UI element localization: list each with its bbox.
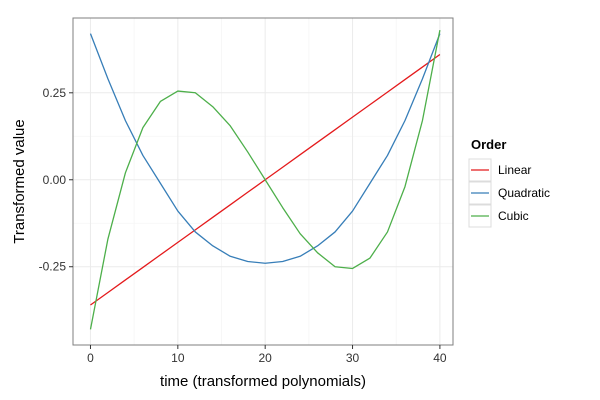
x-tick-label: 20 (259, 351, 273, 365)
x-axis-title: time (transformed polynomials) (160, 373, 366, 390)
legend: Order Linear Quadratic Cubic (468, 137, 550, 228)
x-tick-label: 10 (171, 351, 185, 365)
x-tick-label: 40 (433, 351, 447, 365)
legend-items: Linear Quadratic Cubic (468, 158, 550, 228)
y-tick-label: -0.25 (39, 260, 67, 274)
grid-lines (73, 18, 453, 345)
y-axis-title: Transformed value (11, 119, 28, 244)
axes: 0 10 20 30 40 -0.25 0.00 0.25 (39, 86, 447, 365)
legend-label-linear: Linear (498, 163, 531, 177)
y-tick-label: 0.25 (43, 86, 67, 100)
series-line-cubic (89, 30, 441, 330)
legend-title: Order (471, 137, 506, 152)
x-tick-label: 0 (87, 351, 94, 365)
legend-label-quadratic: Quadratic (498, 186, 550, 200)
plot-panel-border (72, 17, 454, 346)
y-tick-label: 0.00 (43, 173, 67, 187)
series-lines (89, 30, 441, 330)
x-tick-label: 30 (346, 351, 360, 365)
legend-label-cubic: Cubic (498, 209, 529, 223)
series-line-quadratic (89, 33, 441, 264)
